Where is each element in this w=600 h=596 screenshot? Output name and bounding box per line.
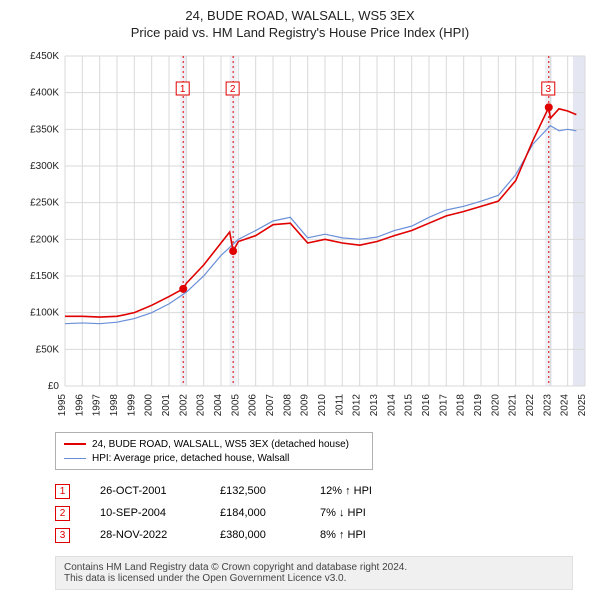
legend-item: 24, BUDE ROAD, WALSALL, WS5 3EX (detache… — [64, 437, 364, 451]
svg-text:2023: 2023 — [542, 394, 553, 417]
svg-text:£200K: £200K — [30, 234, 59, 245]
event-price: £184,000 — [220, 507, 320, 519]
svg-text:2018: 2018 — [456, 394, 467, 417]
svg-text:2006: 2006 — [248, 394, 259, 417]
legend: 24, BUDE ROAD, WALSALL, WS5 3EX (detache… — [55, 432, 373, 470]
legend-label: 24, BUDE ROAD, WALSALL, WS5 3EX (detache… — [92, 439, 349, 450]
svg-text:2022: 2022 — [525, 394, 536, 417]
svg-text:2019: 2019 — [473, 394, 484, 417]
address-title: 24, BUDE ROAD, WALSALL, WS5 3EX — [10, 8, 590, 23]
event-marker: 3 — [55, 528, 70, 543]
svg-text:2011: 2011 — [334, 394, 345, 416]
svg-text:2016: 2016 — [421, 394, 432, 417]
svg-text:2: 2 — [230, 84, 236, 95]
footer-line: Contains HM Land Registry data © Crown c… — [64, 562, 564, 573]
footer-note: Contains HM Land Registry data © Crown c… — [55, 556, 573, 590]
svg-text:3: 3 — [545, 84, 551, 95]
svg-text:2025: 2025 — [577, 394, 588, 417]
svg-text:2017: 2017 — [438, 394, 449, 417]
event-price: £380,000 — [220, 529, 320, 541]
svg-text:2001: 2001 — [161, 394, 172, 417]
event-marker: 2 — [55, 506, 70, 521]
svg-text:2013: 2013 — [369, 394, 380, 417]
svg-text:1997: 1997 — [92, 394, 103, 417]
svg-text:1: 1 — [180, 84, 186, 95]
svg-text:2015: 2015 — [404, 394, 415, 417]
svg-text:£250K: £250K — [30, 198, 59, 209]
event-row: 1 26-OCT-2001 £132,500 12% ↑ HPI — [55, 480, 590, 502]
svg-text:2012: 2012 — [352, 394, 363, 417]
event-marker: 1 — [55, 484, 70, 499]
event-date: 26-OCT-2001 — [100, 485, 220, 497]
event-row: 3 28-NOV-2022 £380,000 8% ↑ HPI — [55, 524, 590, 546]
svg-text:2007: 2007 — [265, 394, 276, 417]
svg-text:£150K: £150K — [30, 271, 59, 282]
event-pct: 12% ↑ HPI — [320, 485, 400, 497]
footer-line: This data is licensed under the Open Gov… — [64, 573, 564, 584]
svg-text:£400K: £400K — [30, 88, 59, 99]
svg-text:2024: 2024 — [560, 394, 571, 417]
event-pct: 8% ↑ HPI — [320, 529, 400, 541]
svg-text:1996: 1996 — [74, 394, 85, 417]
svg-text:1999: 1999 — [126, 394, 137, 417]
events-table: 1 26-OCT-2001 £132,500 12% ↑ HPI 2 10-SE… — [55, 480, 590, 546]
svg-text:2000: 2000 — [144, 394, 155, 417]
svg-text:£350K: £350K — [30, 124, 59, 135]
event-price: £132,500 — [220, 485, 320, 497]
svg-text:2005: 2005 — [230, 394, 241, 417]
svg-text:2010: 2010 — [317, 394, 328, 417]
event-pct: 7% ↓ HPI — [320, 507, 400, 519]
svg-text:2002: 2002 — [178, 394, 189, 417]
svg-text:2021: 2021 — [508, 394, 519, 417]
svg-text:£100K: £100K — [30, 308, 59, 319]
legend-item: HPI: Average price, detached house, Wals… — [64, 451, 364, 465]
svg-text:2008: 2008 — [282, 394, 293, 417]
svg-text:£0: £0 — [48, 381, 60, 392]
svg-text:1995: 1995 — [57, 394, 68, 417]
event-row: 2 10-SEP-2004 £184,000 7% ↓ HPI — [55, 502, 590, 524]
svg-text:2020: 2020 — [490, 394, 501, 417]
event-date: 28-NOV-2022 — [100, 529, 220, 541]
svg-text:2004: 2004 — [213, 394, 224, 417]
svg-text:2009: 2009 — [300, 394, 311, 417]
svg-text:£300K: £300K — [30, 161, 59, 172]
svg-text:2003: 2003 — [196, 394, 207, 417]
chart-subtitle: Price paid vs. HM Land Registry's House … — [10, 25, 590, 40]
svg-text:2014: 2014 — [386, 394, 397, 417]
event-date: 10-SEP-2004 — [100, 507, 220, 519]
price-chart: £0 £50K £100K £150K £200K £250K £300K £350K £400… — [10, 46, 590, 426]
svg-text:£450K: £450K — [30, 51, 59, 62]
svg-text:1998: 1998 — [109, 394, 120, 417]
svg-text:£50K: £50K — [36, 344, 60, 355]
legend-label: HPI: Average price, detached house, Wals… — [92, 453, 289, 464]
